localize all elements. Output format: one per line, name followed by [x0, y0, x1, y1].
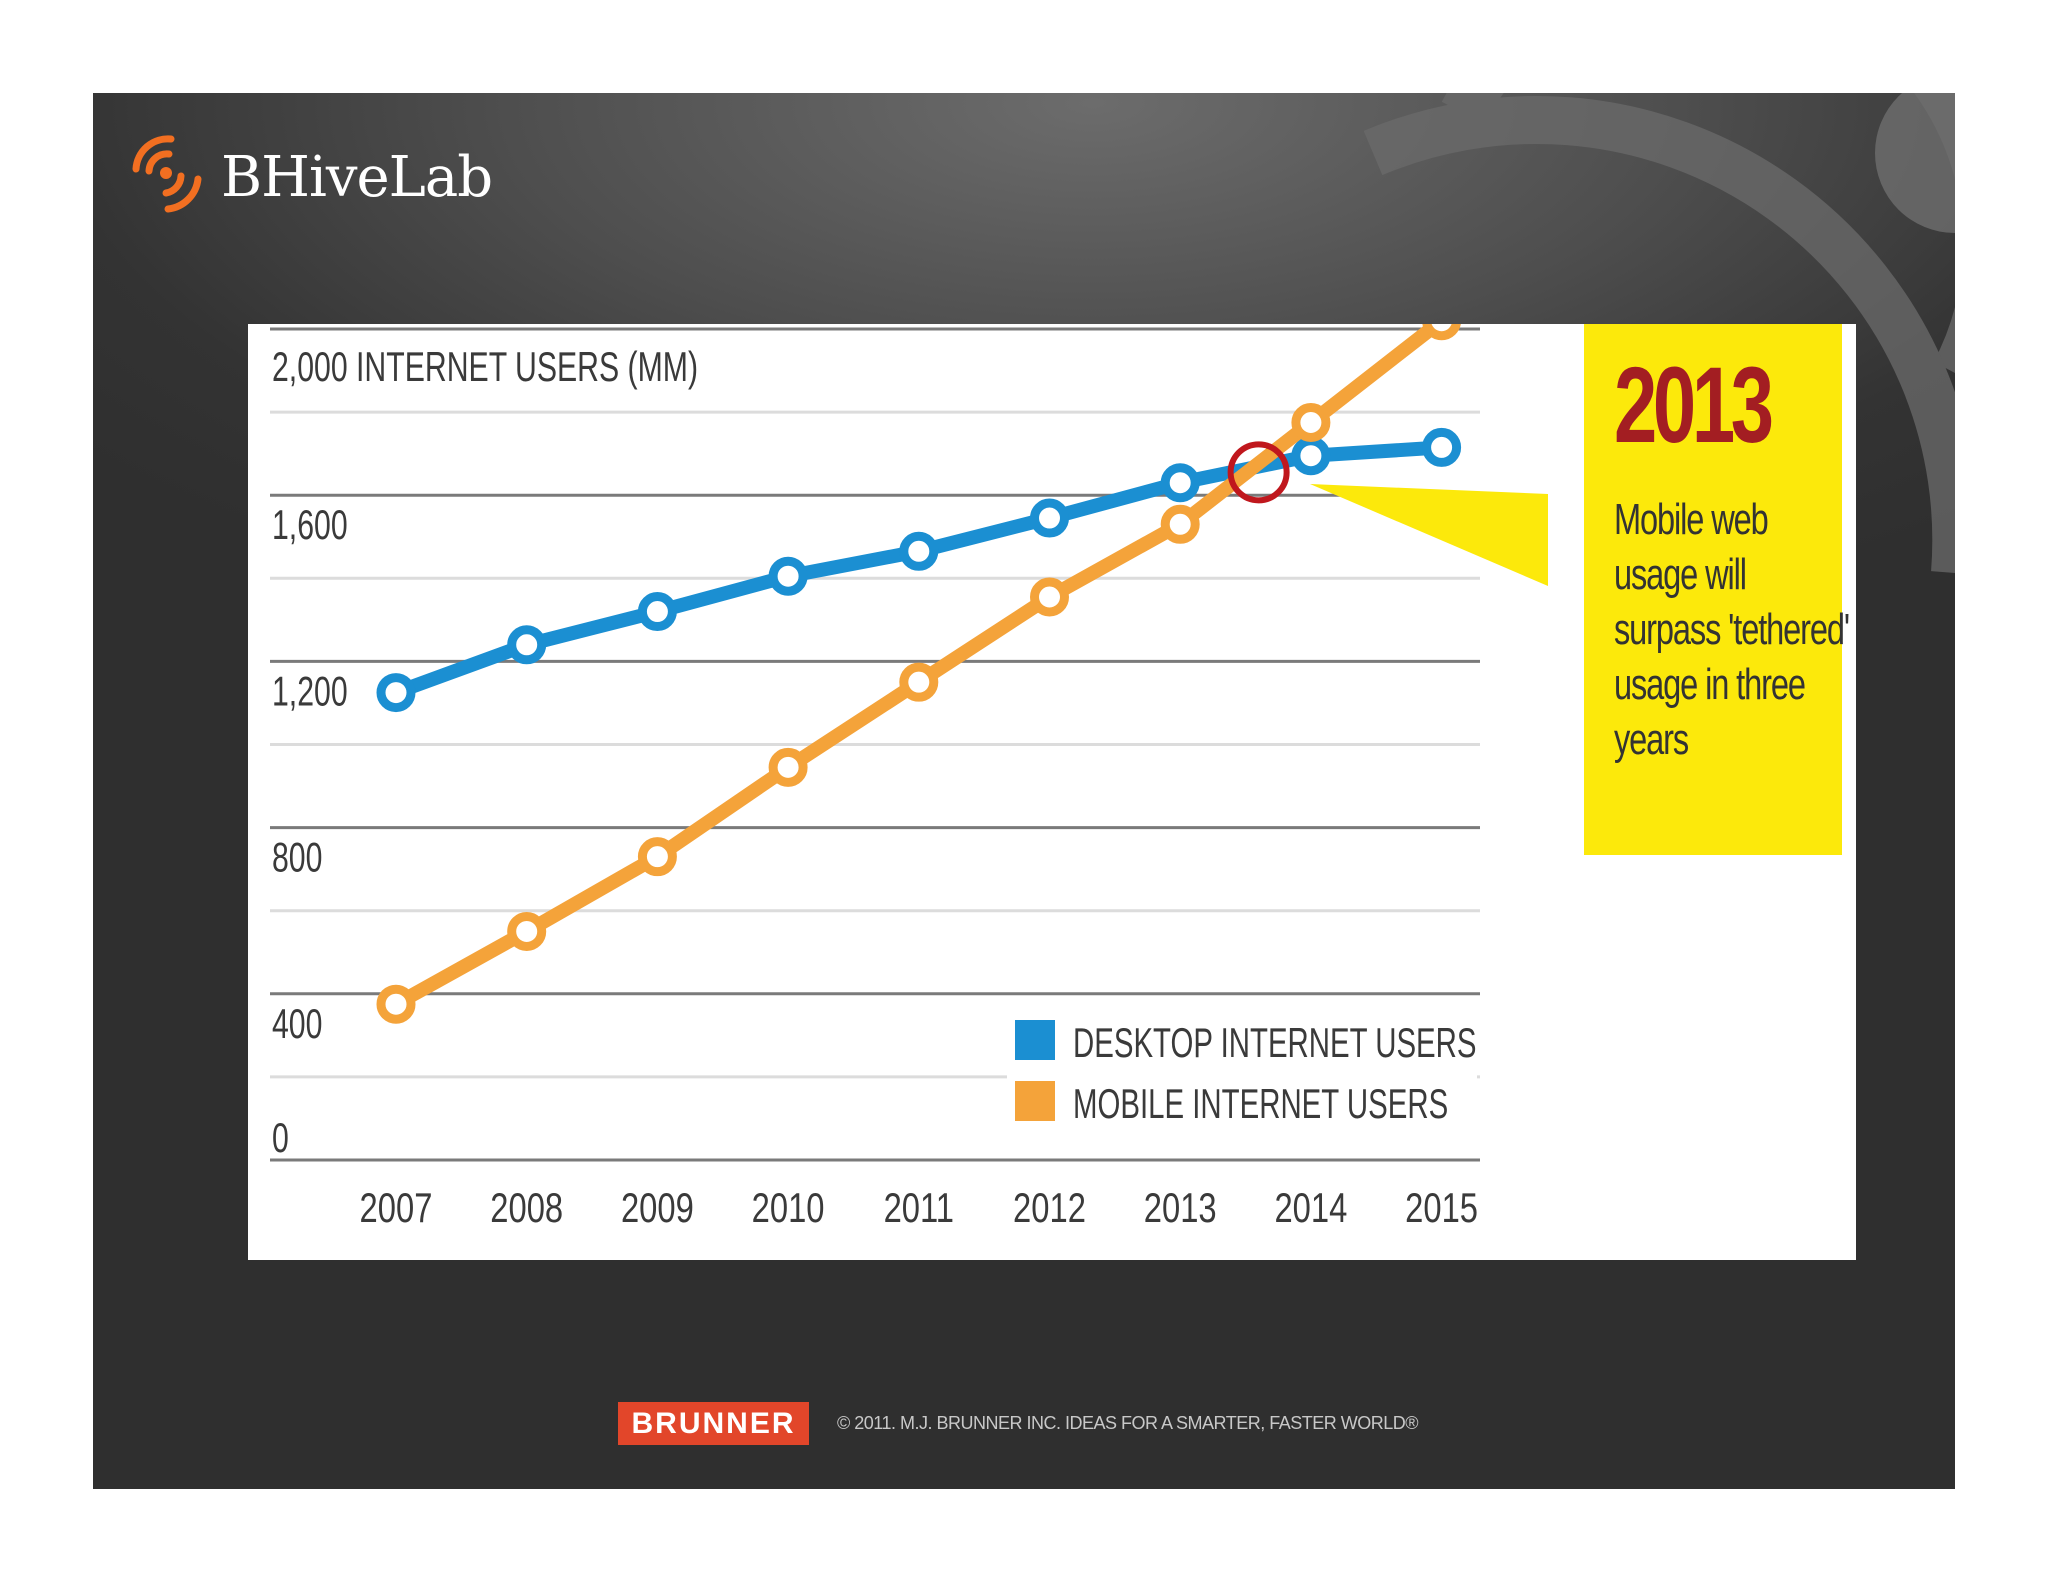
data-point-mobile: [1030, 577, 1069, 617]
brand-name: BHiveLab: [221, 145, 493, 210]
y-tick-label: 800: [272, 834, 322, 881]
axis-layer: 0 400 800 1,200 1,600 2,000 INTERNET USERS (M…: [272, 343, 1478, 1231]
callout-pointer-triangle: [1310, 484, 1548, 586]
x-tick-label: 2010: [752, 1184, 825, 1231]
data-point-mobile: [1422, 324, 1461, 341]
legend-label: MOBILE INTERNET USERS: [1073, 1080, 1448, 1128]
data-point-desktop: [1291, 436, 1331, 476]
chart-panel: 0 400 800 1,200 1,600 2,000 INTERNET USERS (M…: [248, 324, 1856, 1260]
y-tick-label: 400: [272, 1000, 322, 1047]
x-tick-label: 2009: [621, 1184, 694, 1231]
data-point-mobile: [768, 747, 808, 787]
x-tick-label: 2013: [1144, 1184, 1217, 1231]
annotation-layer: [1227, 441, 1290, 504]
x-tick-label: 2011: [884, 1184, 954, 1231]
data-point-mobile: [507, 911, 547, 951]
data-point-mobile: [1291, 402, 1331, 442]
callout-year: 2013: [1614, 344, 1774, 465]
data-point-mobile: [1160, 504, 1200, 544]
data-point-mobile: [637, 837, 677, 877]
data-point-desktop: [1422, 427, 1462, 467]
legend-swatch: [1015, 1081, 1055, 1121]
x-tick-label: 2012: [1013, 1184, 1086, 1231]
data-point-desktop: [768, 556, 808, 596]
data-point-desktop: [507, 625, 547, 665]
y-tick-label: 1,200: [272, 668, 348, 715]
data-point-desktop: [376, 673, 416, 713]
x-tick-label: 2015: [1405, 1184, 1478, 1231]
data-point-desktop: [1030, 498, 1069, 538]
footer: BRUNNER © 2011. M.J. BRUNNER INC. IDEAS …: [93, 1402, 1955, 1448]
y-axis-title-label: 2,000 INTERNET USERS (MM): [272, 343, 698, 390]
bhivelab-logo: BHiveLab: [126, 121, 526, 231]
data-point-desktop: [1160, 463, 1200, 503]
series-layer: [376, 324, 1462, 1024]
data-point-mobile: [376, 984, 416, 1024]
legend-background: [1007, 1004, 1477, 1134]
callout-pointer: [1310, 484, 1548, 586]
x-tick-label: 2014: [1274, 1184, 1347, 1231]
legend: DESKTOP INTERNET USERS MOBILE INTERNET US…: [1007, 1004, 1477, 1134]
copyright-text: © 2011. M.J. BRUNNER INC. IDEAS FOR A SM…: [837, 1413, 1418, 1433]
signal-arcs-decoration: [1363, 93, 1955, 573]
wifi-signal-icon: [132, 135, 202, 213]
x-tick-label: 2007: [360, 1184, 433, 1231]
callout-box: 2013 Mobile web usage will surpass 'teth…: [1584, 324, 1850, 855]
x-tick-label: 2008: [490, 1184, 563, 1231]
brunner-logo: BRUNNER: [618, 1402, 809, 1445]
legend-swatch: [1015, 1020, 1055, 1060]
crossover-marker: [1227, 441, 1290, 504]
legend-label: DESKTOP INTERNET USERS: [1073, 1019, 1477, 1067]
callout-text: Mobile web usage will surpass 'tethered'…: [1614, 495, 1850, 764]
data-point-mobile: [899, 662, 939, 702]
data-point-desktop: [899, 531, 939, 571]
line-chart: 0 400 800 1,200 1,600 2,000 INTERNET USERS (M…: [270, 324, 1548, 1231]
data-point-desktop: [637, 592, 677, 632]
slide: BHiveLab 0 400 800 1,200 1,600 2,000 INTERNET…: [93, 93, 1955, 1489]
y-tick-label: 0: [272, 1114, 289, 1161]
y-tick-label: 1,600: [272, 501, 348, 548]
